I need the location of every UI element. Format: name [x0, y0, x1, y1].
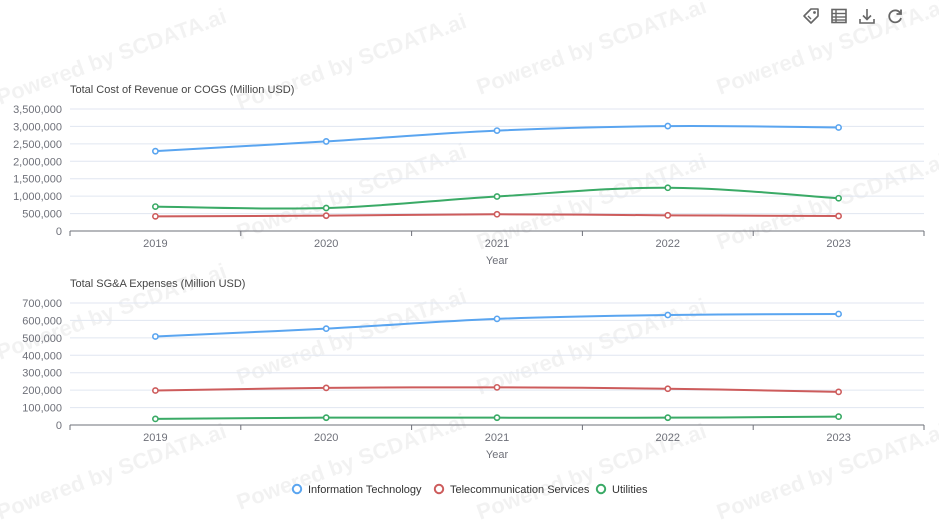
y-tick-label: 3,000,000: [13, 121, 62, 133]
data-point: [835, 124, 842, 131]
legend-label: Telecommunication Services: [450, 484, 590, 496]
tag-icon[interactable]: [801, 6, 821, 26]
data-point: [493, 193, 501, 200]
x-tick-label: 2021: [485, 432, 509, 444]
data-point: [151, 203, 159, 210]
data-point: [322, 138, 330, 145]
x-tick-label: 2022: [656, 238, 680, 250]
data-point: [322, 204, 330, 212]
data-point: [664, 414, 672, 422]
data-point: [664, 184, 672, 192]
data-point: [493, 210, 501, 218]
y-tick-label: 1,000,000: [13, 191, 62, 203]
watermark-text: Powered by SCDATA.ai: [0, 258, 230, 364]
legend-label: Utilities: [612, 484, 648, 496]
data-point: [835, 212, 842, 220]
data-point: [835, 388, 842, 396]
y-tick-label: 3,500,000: [13, 104, 62, 116]
legend-item[interactable]: Telecommunication Services: [433, 483, 590, 496]
data-point: [322, 414, 330, 422]
data-point: [664, 385, 672, 393]
x-tick-label: 2019: [143, 432, 167, 444]
data-point: [151, 212, 159, 220]
data-point: [493, 383, 501, 391]
y-tick-label: 600,000: [22, 315, 62, 327]
y-tick-label: 100,000: [22, 403, 62, 415]
y-tick-label: 2,500,000: [13, 139, 62, 151]
data-point: [835, 413, 842, 421]
data-view-icon[interactable]: [829, 6, 849, 26]
y-tick-label: 1,500,000: [13, 174, 62, 186]
data-point: [151, 333, 159, 340]
chart-title: Total Cost of Revenue or COGS (Million U…: [70, 84, 294, 96]
x-tick-label: 2021: [485, 238, 509, 250]
chart-title: Total SG&A Expenses (Million USD): [70, 278, 245, 290]
legend-marker: [433, 483, 445, 495]
legend-item[interactable]: Information Technology: [291, 483, 422, 496]
x-axis-title: Year: [486, 449, 509, 461]
x-tick-label: 2022: [656, 432, 680, 444]
x-axis-title: Year: [486, 255, 509, 267]
y-tick-label: 300,000: [22, 368, 62, 380]
data-point: [835, 194, 842, 202]
data-point: [322, 325, 330, 333]
refresh-icon[interactable]: [885, 6, 905, 26]
legend-item[interactable]: Utilities: [595, 483, 648, 496]
legend-label: Information Technology: [308, 484, 422, 496]
data-point: [493, 127, 501, 135]
data-point: [151, 415, 159, 423]
watermark-text: Powered by SCDATA.ai: [233, 408, 469, 514]
x-tick-label: 2023: [826, 238, 850, 250]
watermark-text: Powered by SCDATA.ai: [473, 0, 709, 100]
download-icon[interactable]: [857, 6, 877, 26]
y-tick-label: 0: [56, 420, 62, 432]
y-tick-label: 2,000,000: [13, 156, 62, 168]
watermark-text: Powered by SCDATA.ai: [233, 283, 469, 389]
data-point: [835, 310, 842, 318]
x-tick-label: 2020: [314, 238, 338, 250]
data-point: [151, 147, 159, 155]
watermark-text: Powered by SCDATA.ai: [0, 418, 230, 524]
data-point: [322, 212, 330, 220]
watermark-text: Powered by SCDATA.ai: [233, 8, 469, 114]
data-point: [493, 414, 501, 422]
y-tick-label: 500,000: [22, 209, 62, 221]
data-point: [151, 387, 159, 394]
data-point: [322, 384, 330, 392]
legend-marker: [291, 483, 303, 495]
y-tick-label: 200,000: [22, 385, 62, 397]
watermark-text: Powered by SCDATA.ai: [473, 293, 709, 399]
data-point: [664, 211, 672, 219]
y-tick-label: 400,000: [22, 350, 62, 362]
legend-marker: [595, 483, 607, 495]
x-tick-label: 2023: [826, 432, 850, 444]
data-point: [493, 315, 501, 323]
y-tick-label: 700,000: [22, 298, 62, 310]
x-tick-label: 2020: [314, 432, 338, 444]
watermark-text: Powered by SCDATA.ai: [233, 138, 469, 244]
data-point: [664, 311, 672, 319]
x-tick-label: 2019: [143, 238, 167, 250]
data-point: [664, 122, 672, 130]
y-tick-label: 0: [56, 226, 62, 238]
y-tick-label: 500,000: [22, 333, 62, 345]
chart-toolbox: [801, 6, 905, 26]
